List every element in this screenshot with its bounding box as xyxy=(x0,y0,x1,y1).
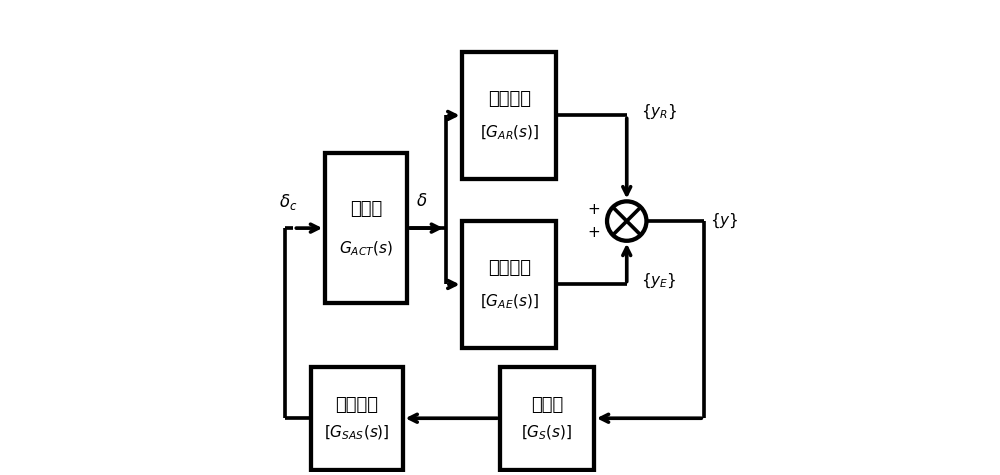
Text: $\{y_R\}$: $\{y_R\}$ xyxy=(641,103,677,121)
Text: 刈体飞机: 刈体飞机 xyxy=(488,90,531,108)
Text: $\delta_c$: $\delta_c$ xyxy=(279,192,297,212)
Text: 增稳控制: 增稳控制 xyxy=(335,396,378,414)
Text: $[G_{SAS}(s)]$: $[G_{SAS}(s)]$ xyxy=(324,424,390,442)
Text: 作动器: 作动器 xyxy=(350,200,382,218)
Text: $+$: $+$ xyxy=(587,202,600,217)
Text: $\{y_E\}$: $\{y_E\}$ xyxy=(641,272,677,290)
Text: $+$: $+$ xyxy=(587,226,600,240)
Bar xyxy=(325,153,407,303)
Text: $[G_S(s)]$: $[G_S(s)]$ xyxy=(521,424,573,442)
Text: 弹性飞机: 弹性飞机 xyxy=(488,259,531,277)
Text: 传感器: 传感器 xyxy=(531,396,563,414)
Text: $\delta$: $\delta$ xyxy=(416,192,427,210)
Text: $\{y\}$: $\{y\}$ xyxy=(710,212,738,230)
Bar xyxy=(462,221,556,348)
Text: $G_{ACT}(s)$: $G_{ACT}(s)$ xyxy=(339,240,393,258)
Text: $[G_{AE}(s)]$: $[G_{AE}(s)]$ xyxy=(480,293,539,312)
Bar xyxy=(462,52,556,179)
Bar xyxy=(311,367,403,470)
Bar xyxy=(500,367,594,470)
Text: $[G_{AR}(s)]$: $[G_{AR}(s)]$ xyxy=(480,124,539,142)
